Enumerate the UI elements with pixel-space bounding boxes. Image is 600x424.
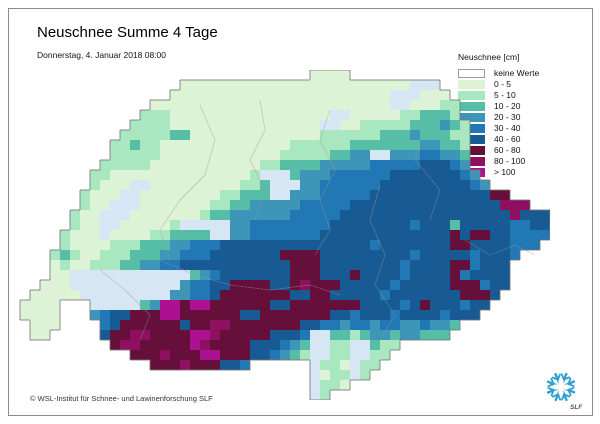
legend-label: 0 - 5 xyxy=(494,79,512,89)
legend-item: 30 - 40 xyxy=(458,124,588,133)
legend-swatch xyxy=(458,157,485,166)
legend-swatch xyxy=(458,124,485,133)
slf-logo-text: SLF xyxy=(570,404,583,411)
legend-label: 80 - 100 xyxy=(494,156,526,166)
legend-label: keine Werte xyxy=(494,68,540,78)
page-subtitle: Donnerstag, 4. Januar 2018 08:00 xyxy=(37,50,167,60)
legend-swatch xyxy=(458,80,485,89)
legend-item: 20 - 30 xyxy=(458,113,588,122)
legend-label: 40 - 60 xyxy=(494,134,521,144)
legend-title: Neuschnee [cm] xyxy=(458,52,520,62)
legend-item: 5 - 10 xyxy=(458,91,588,100)
legend-swatch xyxy=(458,69,485,78)
page-border xyxy=(8,8,593,416)
copyright-text: © WSL-Institut für Schnee- und Lawinenfo… xyxy=(30,394,213,403)
page-title: Neuschnee Summe 4 Tage xyxy=(37,24,218,41)
legend-swatch xyxy=(458,91,485,100)
legend-label: 20 - 30 xyxy=(494,112,521,122)
legend-item: 60 - 80 xyxy=(458,146,588,155)
legend-item: 80 - 100 xyxy=(458,157,588,166)
legend-swatch xyxy=(458,102,485,111)
legend-item: 10 - 20 xyxy=(458,102,588,111)
legend-label: > 100 xyxy=(494,167,516,177)
legend-item: 0 - 5 xyxy=(458,80,588,89)
legend-label: 5 - 10 xyxy=(494,90,516,100)
legend-swatch xyxy=(458,146,485,155)
snowflake-icon xyxy=(546,372,576,402)
switzerland-map xyxy=(19,70,550,400)
legend-swatch xyxy=(458,135,485,144)
legend-item: keine Werte xyxy=(458,69,588,78)
legend-label: 10 - 20 xyxy=(494,101,521,111)
legend-label: 60 - 80 xyxy=(494,145,521,155)
slf-logo: SLF xyxy=(546,372,583,411)
legend-label: 30 - 40 xyxy=(494,123,521,133)
legend-swatch xyxy=(458,113,485,122)
legend-item: 40 - 60 xyxy=(458,135,588,144)
